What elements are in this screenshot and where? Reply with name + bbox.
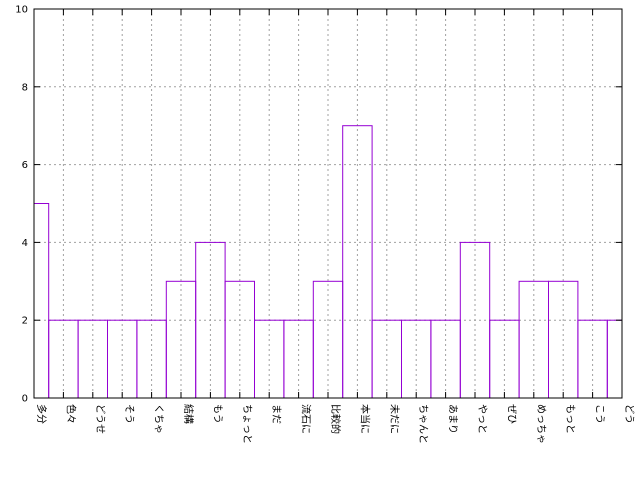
x-tick-label: ちゃんと (417, 404, 429, 444)
y-tick-label: 8 (22, 82, 28, 93)
x-tick-label: どう (623, 404, 635, 424)
x-tick-label: もっと (564, 404, 576, 434)
x-tick-label: 色々 (64, 404, 77, 424)
grid (34, 9, 622, 398)
x-tick-label: まだ (270, 404, 282, 424)
x-tick-label: ちょっと (241, 404, 253, 444)
x-tick-label: くちゃ (153, 404, 165, 434)
y-tick-label: 6 (22, 160, 28, 171)
x-tick-label: 未だに (388, 404, 400, 434)
bar-多分 (33, 203, 50, 399)
bar-どう (606, 319, 623, 399)
x-tick-label: どうせ (94, 404, 106, 434)
y-tick-label: 2 (22, 316, 28, 327)
x-tick-label: やっと (476, 404, 488, 434)
x-tick-label: そう (123, 404, 135, 424)
x-tick-label: 結構 (182, 404, 195, 424)
x-tick-label: ぜひ (505, 404, 517, 424)
y-tick-label: 10 (15, 5, 28, 16)
x-tick-label: 本当に (358, 404, 371, 434)
x-tick-label: あまり (447, 404, 459, 434)
x-tick-label: めっちゃ (535, 404, 547, 444)
x-tick-label: 比較的 (329, 404, 342, 434)
x-tick-label: もう (211, 404, 223, 424)
y-tick-label: 4 (22, 238, 28, 249)
y-tick-label: 0 (22, 394, 28, 405)
x-tick-label: 流石に (300, 404, 313, 434)
x-tick-label: 多分 (35, 404, 48, 424)
y-axis-ticks: 0 2 4 6 8 10 (15, 5, 622, 405)
bar-本当に (342, 125, 373, 399)
x-tick-label: こう (594, 404, 606, 424)
x-axis-ticks: 多分 色々 どうせ そう くちゃ 結構 もう ちょっと まだ 流石に 比較的 本当に 未だに ちゃんと あま… (33, 9, 635, 444)
series-steps (33, 125, 623, 399)
